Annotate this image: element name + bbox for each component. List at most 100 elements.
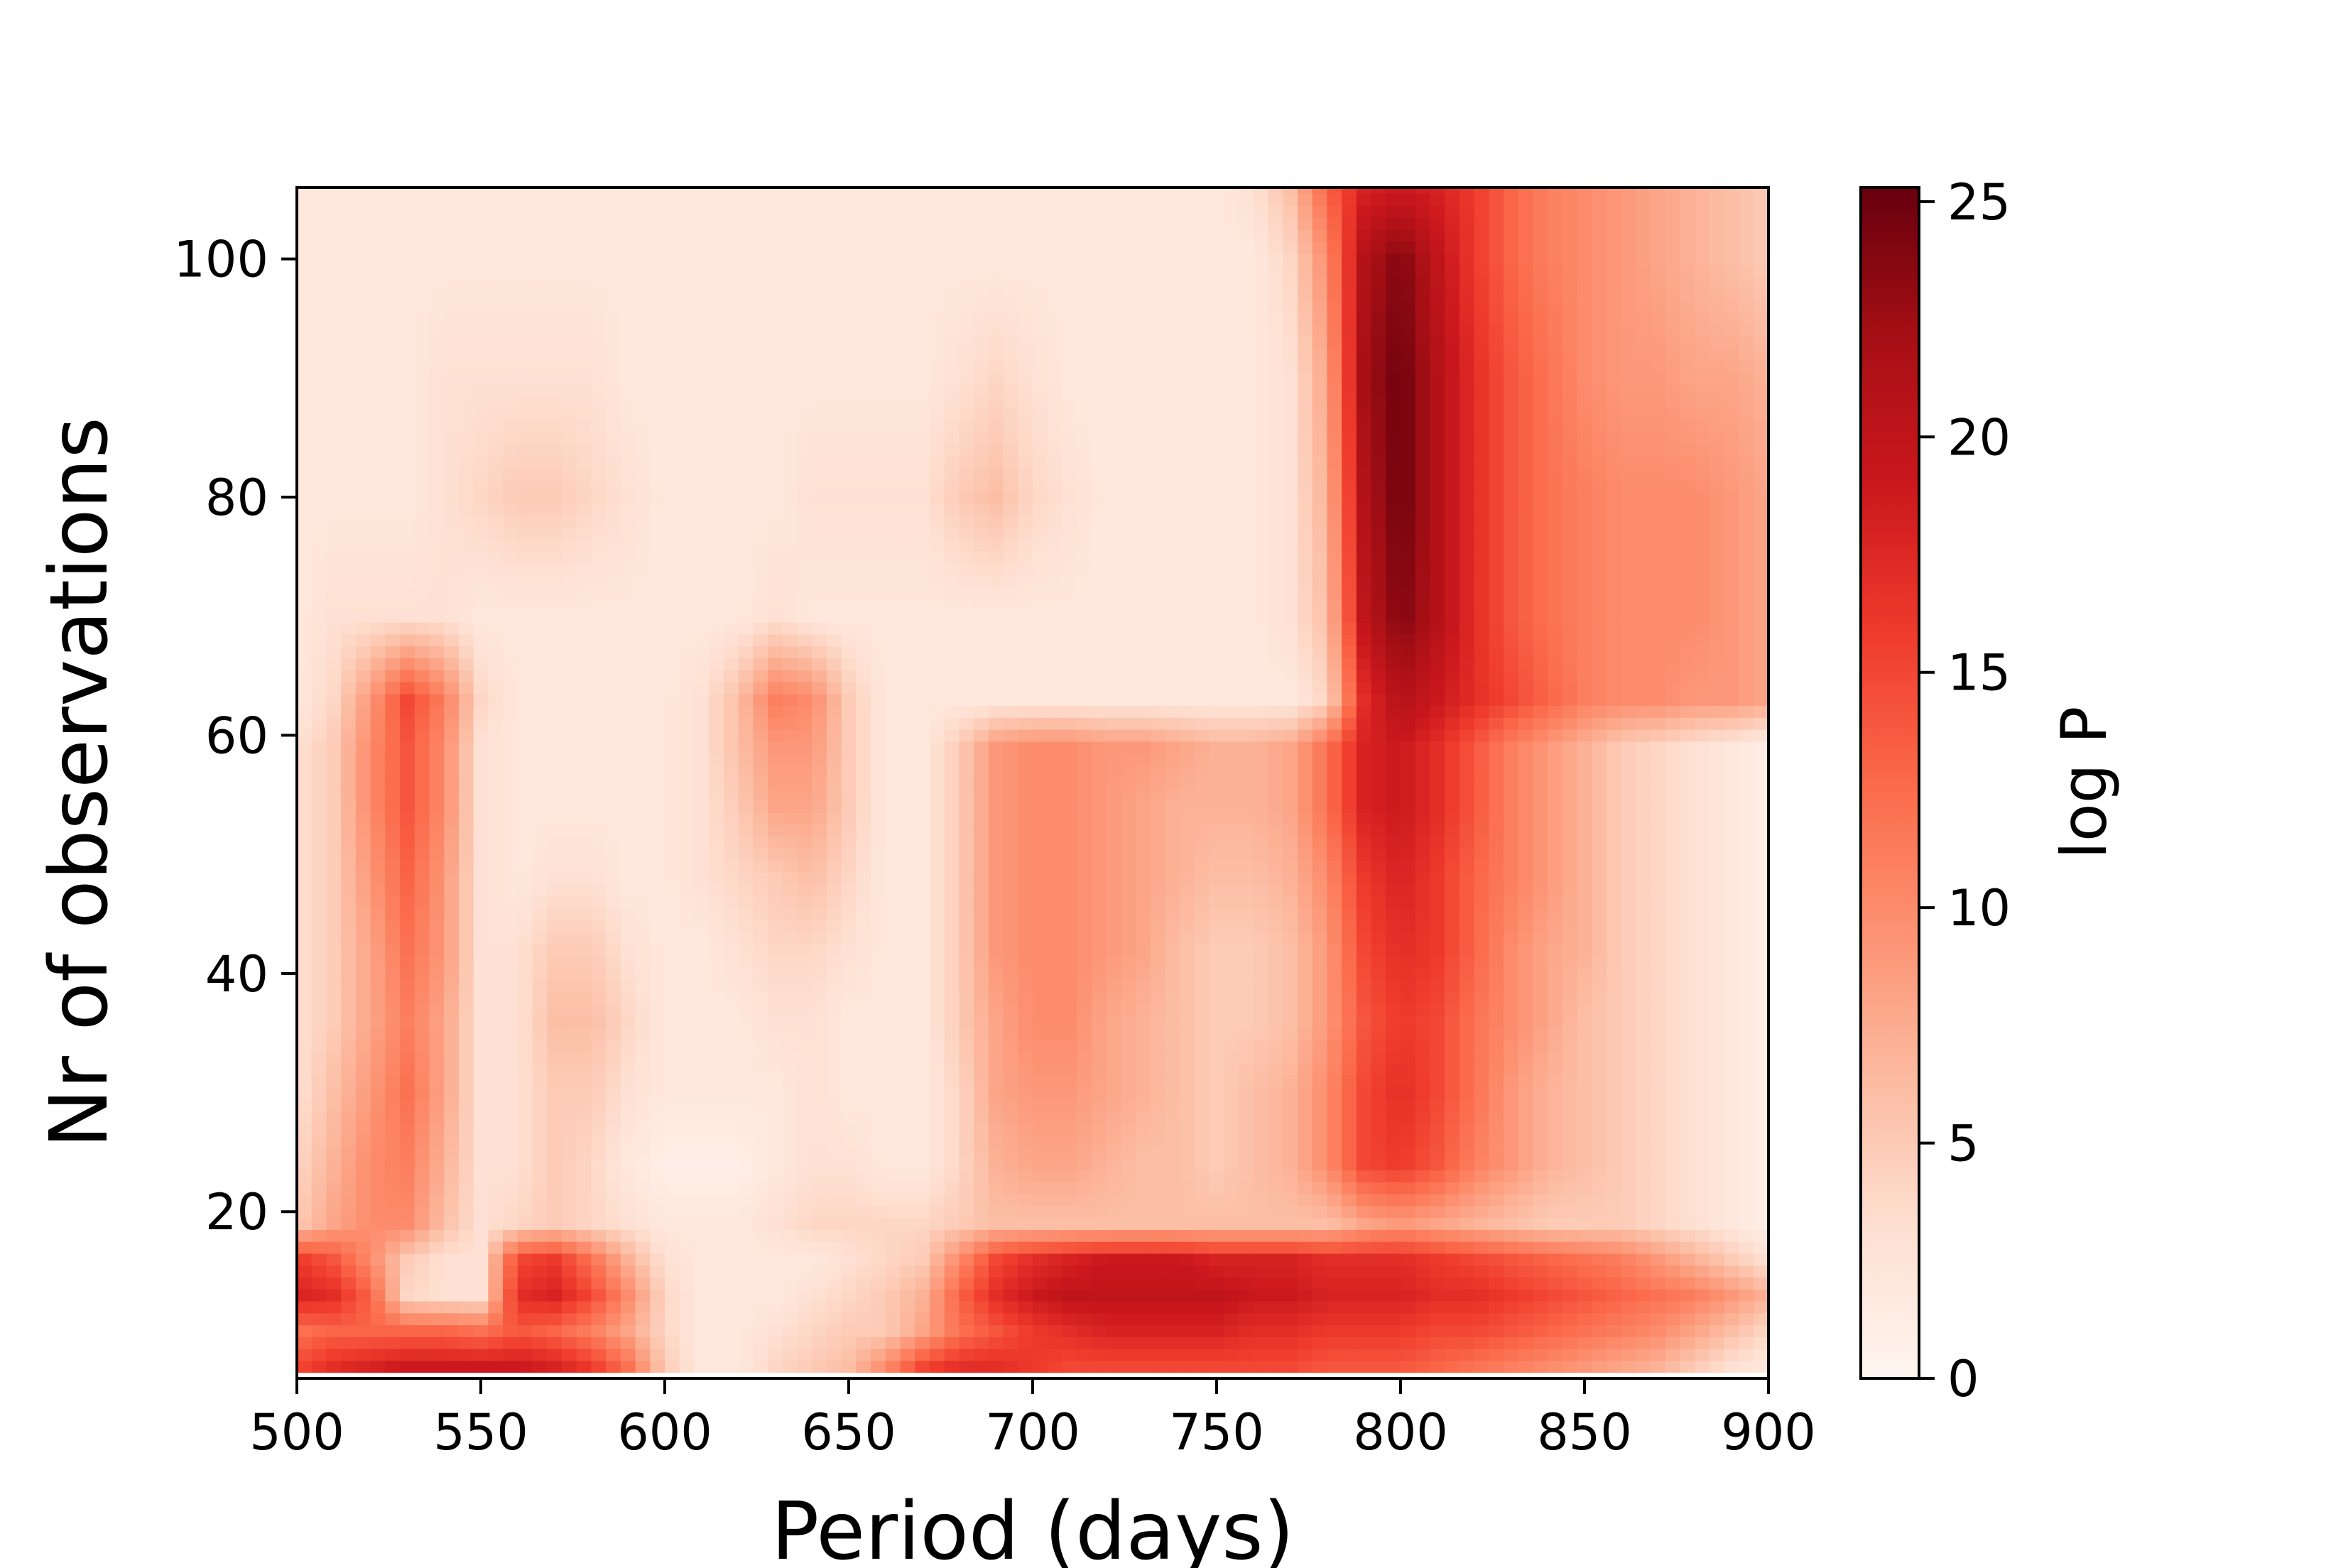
- heatmap-cell: [1062, 824, 1077, 837]
- heatmap-cell: [1180, 788, 1195, 802]
- heatmap-cell: [753, 1194, 768, 1207]
- heatmap-cell: [826, 967, 842, 980]
- heatmap-cell: [370, 1074, 386, 1087]
- heatmap-cell: [665, 800, 680, 814]
- heatmap-cell: [1003, 1062, 1018, 1075]
- heatmap-cell: [1489, 1349, 1504, 1361]
- heatmap-cell: [871, 848, 886, 861]
- heatmap-cell: [1459, 1336, 1475, 1349]
- heatmap-cell: [812, 932, 827, 944]
- heatmap-cell: [915, 1134, 930, 1147]
- heatmap-cell: [1047, 1134, 1063, 1147]
- heatmap-cell: [341, 991, 357, 1004]
- heatmap-cell: [1636, 920, 1651, 932]
- heatmap-cell: [297, 1360, 312, 1373]
- heatmap-cell: [1710, 1300, 1725, 1314]
- heatmap-cell: [694, 979, 710, 992]
- heatmap-cell: [1371, 1324, 1386, 1337]
- heatmap-cell: [1106, 1158, 1121, 1171]
- heatmap-cell: [370, 943, 386, 957]
- heatmap-cell: [488, 872, 504, 885]
- heatmap-cell: [1710, 991, 1725, 1004]
- heatmap-cell: [841, 1087, 857, 1099]
- heatmap-cell: [1489, 991, 1504, 1004]
- heatmap-cell: [915, 1205, 930, 1219]
- heatmap-cell: [1297, 872, 1313, 885]
- heatmap-cell: [547, 824, 562, 837]
- heatmap-cell: [547, 777, 562, 790]
- heatmap-cell: [1607, 1217, 1622, 1230]
- heatmap-cell: [944, 1122, 960, 1135]
- heatmap-cell: [1327, 1349, 1342, 1361]
- heatmap-cell: [1489, 1074, 1504, 1087]
- heatmap-cell: [547, 979, 562, 992]
- heatmap-cell: [826, 1110, 842, 1123]
- heatmap-cell: [1504, 812, 1519, 825]
- heatmap-cell: [576, 1194, 592, 1207]
- heatmap-cell: [1327, 812, 1342, 825]
- heatmap-cell: [959, 1349, 974, 1361]
- heatmap-cell: [812, 1015, 827, 1028]
- heatmap-cell: [709, 1050, 724, 1064]
- heatmap-cell: [1003, 1277, 1018, 1290]
- heatmap-cell: [1489, 1098, 1504, 1111]
- heatmap-cell: [738, 979, 754, 992]
- heatmap-cell: [1033, 860, 1048, 873]
- heatmap-cell: [1474, 1015, 1489, 1028]
- heatmap-cell: [1548, 943, 1563, 957]
- heatmap-cell: [385, 979, 401, 992]
- heatmap-cell: [1165, 1050, 1180, 1064]
- heatmap-cell: [1592, 1265, 1607, 1278]
- heatmap-cell: [826, 1074, 842, 1087]
- heatmap-cell: [1562, 991, 1578, 1004]
- heatmap-cell: [988, 1003, 1004, 1016]
- heatmap-cell: [768, 1229, 783, 1242]
- heatmap-cell: [782, 1145, 798, 1159]
- heatmap-cell: [944, 1062, 960, 1075]
- heatmap-cell: [856, 836, 871, 849]
- heatmap-cell: [768, 908, 783, 920]
- heatmap-cell: [1327, 1158, 1342, 1171]
- heatmap-cell: [1474, 1039, 1489, 1052]
- heatmap-cell: [1518, 1229, 1534, 1242]
- heatmap-cell: [1621, 920, 1637, 932]
- heatmap-cell: [1047, 1324, 1063, 1337]
- heatmap-cell: [1401, 955, 1416, 969]
- heatmap-cell: [1209, 1217, 1224, 1230]
- heatmap-cell: [297, 1110, 312, 1123]
- heatmap-cell: [414, 1324, 430, 1337]
- heatmap-cell: [679, 979, 695, 992]
- heatmap-cell: [753, 1003, 768, 1016]
- heatmap-cell: [1636, 1158, 1651, 1171]
- heatmap-cell: [1754, 1062, 1769, 1075]
- heatmap-cell: [782, 1015, 798, 1028]
- heatmap-cell: [841, 884, 857, 897]
- heatmap-cell: [974, 1122, 989, 1135]
- heatmap-cell: [635, 932, 651, 944]
- heatmap-cell: [1415, 1170, 1431, 1182]
- heatmap-cell: [341, 932, 357, 944]
- heatmap-cell: [1489, 800, 1504, 814]
- heatmap-cell: [341, 1229, 357, 1242]
- heatmap-cell: [1607, 1145, 1622, 1159]
- heatmap-cell: [797, 1217, 812, 1230]
- heatmap-cell: [517, 1110, 533, 1123]
- heatmap-cell: [871, 1277, 886, 1290]
- heatmap-cell: [1327, 1170, 1342, 1182]
- heatmap-cell: [1283, 1277, 1298, 1290]
- heatmap-cell: [1724, 1122, 1740, 1135]
- heatmap-cell: [679, 955, 695, 969]
- heatmap-cell: [1724, 824, 1740, 837]
- heatmap-cell: [782, 932, 798, 944]
- heatmap-cell: [1224, 1217, 1239, 1230]
- heatmap-cell: [959, 1205, 974, 1219]
- heatmap-cell: [311, 1349, 327, 1361]
- heatmap-cell: [1474, 1360, 1489, 1373]
- heatmap-cell: [650, 1324, 665, 1337]
- heatmap-cell: [1062, 1062, 1077, 1075]
- heatmap-cell: [1386, 1062, 1401, 1075]
- heatmap-cell: [1636, 1182, 1651, 1194]
- heatmap-cell: [517, 1241, 533, 1254]
- heatmap-cell: [1474, 1158, 1489, 1171]
- heatmap-cell: [503, 920, 518, 932]
